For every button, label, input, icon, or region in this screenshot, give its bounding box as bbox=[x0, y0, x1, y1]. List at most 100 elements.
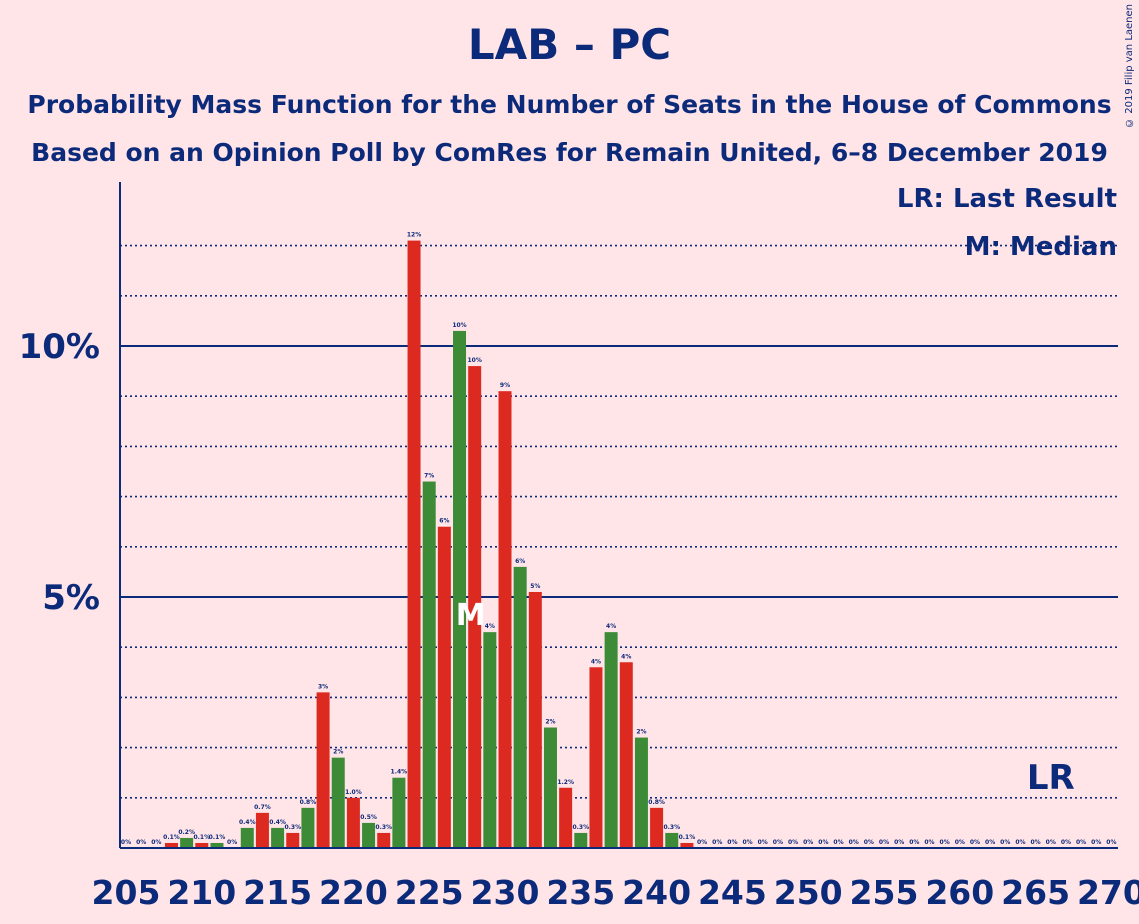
bar-seat-240 bbox=[650, 807, 664, 848]
legend-median: M: Median bbox=[964, 232, 1117, 262]
data-label: 0% bbox=[742, 839, 752, 846]
bar-seat-222 bbox=[377, 832, 391, 848]
data-label: 2% bbox=[545, 719, 555, 726]
data-label: 0% bbox=[818, 839, 828, 846]
data-label: 0% bbox=[894, 839, 904, 846]
data-label: 0.4% bbox=[269, 819, 286, 826]
data-label: 9% bbox=[500, 382, 510, 389]
bar-seat-214 bbox=[255, 812, 269, 848]
data-label: 0% bbox=[1015, 839, 1025, 846]
data-label: 1.4% bbox=[391, 769, 408, 776]
bar-seat-228 bbox=[468, 366, 482, 848]
data-label: 0% bbox=[879, 839, 889, 846]
x-tick-label: 235 bbox=[546, 873, 615, 912]
x-tick-label: 220 bbox=[319, 873, 388, 912]
data-label: 0% bbox=[1046, 839, 1056, 846]
x-tick-label: 245 bbox=[698, 873, 767, 912]
bar-seat-220 bbox=[346, 797, 360, 848]
data-label: 0% bbox=[121, 839, 131, 846]
bar-seat-231 bbox=[513, 566, 527, 848]
data-label: 0% bbox=[1000, 839, 1010, 846]
bar-seat-226 bbox=[437, 526, 451, 848]
data-label: 6% bbox=[439, 518, 449, 525]
bar-seat-235 bbox=[574, 832, 588, 848]
data-label: 1.0% bbox=[345, 789, 362, 796]
bar-seat-241 bbox=[665, 832, 679, 848]
bar-seat-230 bbox=[498, 391, 512, 848]
data-label: 0% bbox=[727, 839, 737, 846]
data-label: 0% bbox=[1031, 839, 1041, 846]
last-result-marker: LR bbox=[1027, 758, 1075, 798]
x-tick-label: 240 bbox=[622, 873, 691, 912]
bar-seat-213 bbox=[240, 827, 254, 848]
data-label: 0% bbox=[712, 839, 722, 846]
median-marker: M bbox=[456, 598, 486, 633]
x-tick-label: 215 bbox=[243, 873, 312, 912]
legend-last-result: LR: Last Result bbox=[896, 184, 1117, 214]
data-label: 0% bbox=[970, 839, 980, 846]
data-label: 0% bbox=[985, 839, 995, 846]
bar-seat-229 bbox=[483, 632, 497, 848]
data-label: 1.2% bbox=[557, 779, 574, 786]
bar-seat-223 bbox=[392, 777, 406, 848]
x-tick-label: 255 bbox=[850, 873, 919, 912]
data-label: 7% bbox=[424, 473, 434, 480]
bar-seat-232 bbox=[528, 591, 542, 848]
data-label: 6% bbox=[515, 558, 525, 565]
data-label: 0.4% bbox=[239, 819, 256, 826]
data-label: 4% bbox=[485, 623, 495, 630]
data-label: 4% bbox=[591, 658, 601, 665]
data-label: 2% bbox=[333, 749, 343, 756]
data-label: 0% bbox=[227, 839, 237, 846]
bar-seat-236 bbox=[589, 667, 603, 848]
data-label: 0.8% bbox=[300, 799, 317, 806]
bar-seat-217 bbox=[301, 807, 315, 848]
bar-seat-239 bbox=[634, 737, 648, 848]
bar-seat-218 bbox=[316, 692, 330, 848]
bar-seat-219 bbox=[331, 757, 345, 848]
data-label: 0% bbox=[758, 839, 768, 846]
data-label: 0% bbox=[864, 839, 874, 846]
data-label: 0% bbox=[909, 839, 919, 846]
bar-seat-221 bbox=[362, 822, 376, 848]
bar-seat-242 bbox=[680, 842, 694, 848]
data-label: 0.1% bbox=[163, 834, 180, 841]
bar-seat-237 bbox=[604, 632, 618, 848]
data-label: 0.8% bbox=[648, 799, 665, 806]
data-label: 0% bbox=[1076, 839, 1086, 846]
bar-seat-210 bbox=[195, 842, 209, 848]
x-tick-label: 205 bbox=[92, 873, 161, 912]
x-tick-label: 225 bbox=[395, 873, 464, 912]
data-label: 0.5% bbox=[360, 814, 377, 821]
chart-subtitle-pmf: Probability Mass Function for the Number… bbox=[27, 90, 1112, 119]
data-label: 0% bbox=[849, 839, 859, 846]
bar-seat-211 bbox=[210, 842, 224, 848]
data-label: 0.2% bbox=[178, 829, 195, 836]
x-tick-label: 260 bbox=[925, 873, 994, 912]
data-label: 0.3% bbox=[375, 824, 392, 831]
data-label: 2% bbox=[636, 729, 646, 736]
x-tick-label: 230 bbox=[471, 873, 540, 912]
data-label: 10% bbox=[452, 322, 466, 329]
data-label: 0% bbox=[1106, 839, 1116, 846]
data-label: 0.1% bbox=[209, 834, 226, 841]
data-label: 0% bbox=[151, 839, 161, 846]
y-tick-label: 10% bbox=[19, 327, 100, 367]
bar-seat-215 bbox=[271, 827, 285, 848]
data-label: 0.3% bbox=[284, 824, 301, 831]
data-label: 0% bbox=[1061, 839, 1071, 846]
data-label: 0.3% bbox=[572, 824, 589, 831]
data-label: 0.1% bbox=[679, 834, 696, 841]
bar-seat-224 bbox=[407, 240, 421, 848]
x-tick-label: 210 bbox=[167, 873, 236, 912]
data-label: 4% bbox=[621, 653, 631, 660]
data-label: 0% bbox=[697, 839, 707, 846]
data-label: 0% bbox=[803, 839, 813, 846]
data-label: 3% bbox=[318, 683, 328, 690]
data-label: 0% bbox=[788, 839, 798, 846]
x-tick-label: 265 bbox=[1001, 873, 1070, 912]
bar-seat-209 bbox=[180, 837, 194, 848]
data-label: 0% bbox=[833, 839, 843, 846]
bar-seat-225 bbox=[422, 481, 436, 848]
